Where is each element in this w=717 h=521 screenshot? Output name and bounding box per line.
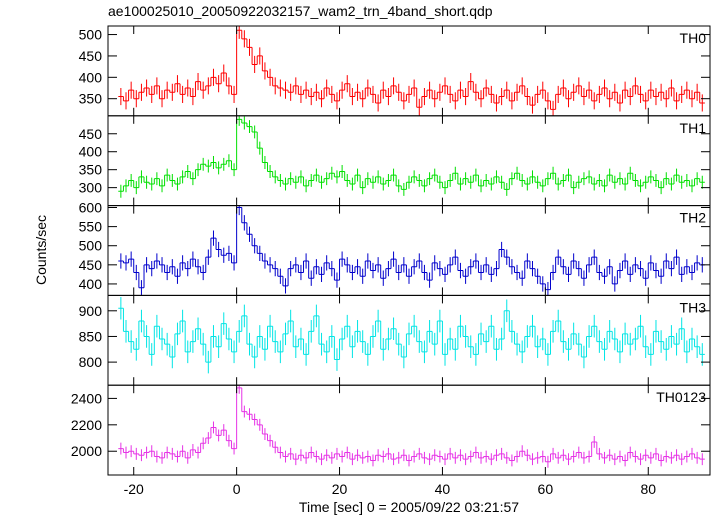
x-tick-label: 80 bbox=[640, 481, 656, 497]
y-tick-label: 300 bbox=[79, 180, 103, 196]
x-tick-label: 40 bbox=[435, 481, 451, 497]
y-tick-label: 500 bbox=[79, 238, 103, 254]
y-tick-label: 2400 bbox=[71, 390, 102, 406]
panel-frame bbox=[107, 384, 711, 476]
y-tick-label: 850 bbox=[79, 328, 103, 344]
y-tick-label: 450 bbox=[79, 48, 103, 64]
x-tick-label: 0 bbox=[233, 481, 241, 497]
x-tick-label: -20 bbox=[124, 481, 144, 497]
panel-label: TH1 bbox=[680, 120, 707, 136]
x-tick-label: 20 bbox=[332, 481, 348, 497]
y-tick-label: 450 bbox=[79, 126, 103, 142]
panel-frame bbox=[107, 115, 711, 207]
panel-label: TH2 bbox=[680, 210, 707, 226]
y-tick-label: 500 bbox=[79, 27, 103, 43]
y-axis-label: Counts/sec bbox=[33, 215, 49, 285]
y-tick-label: 800 bbox=[79, 354, 103, 370]
y-tick-label: 550 bbox=[79, 219, 103, 235]
y-tick-label: 2000 bbox=[71, 443, 102, 459]
x-tick-label: 60 bbox=[538, 481, 554, 497]
y-tick-label: 600 bbox=[79, 200, 103, 216]
panel-label: TH3 bbox=[680, 299, 707, 315]
x-axis-label: Time [sec] 0 = 2005/09/22 03:21:57 bbox=[299, 499, 519, 515]
chart-title: ae100025010_20050922032157_wam2_trn_4ban… bbox=[108, 3, 493, 19]
y-tick-label: 400 bbox=[79, 69, 103, 85]
panel-label: TH0 bbox=[680, 30, 707, 46]
y-tick-label: 2200 bbox=[71, 417, 102, 433]
y-tick-label: 350 bbox=[79, 91, 103, 107]
y-tick-label: 450 bbox=[79, 257, 103, 273]
y-tick-label: 350 bbox=[79, 162, 103, 178]
y-tick-label: 900 bbox=[79, 303, 103, 319]
y-tick-label: 400 bbox=[79, 144, 103, 160]
panel-label: TH0123 bbox=[656, 389, 706, 405]
y-tick-label: 400 bbox=[79, 276, 103, 292]
